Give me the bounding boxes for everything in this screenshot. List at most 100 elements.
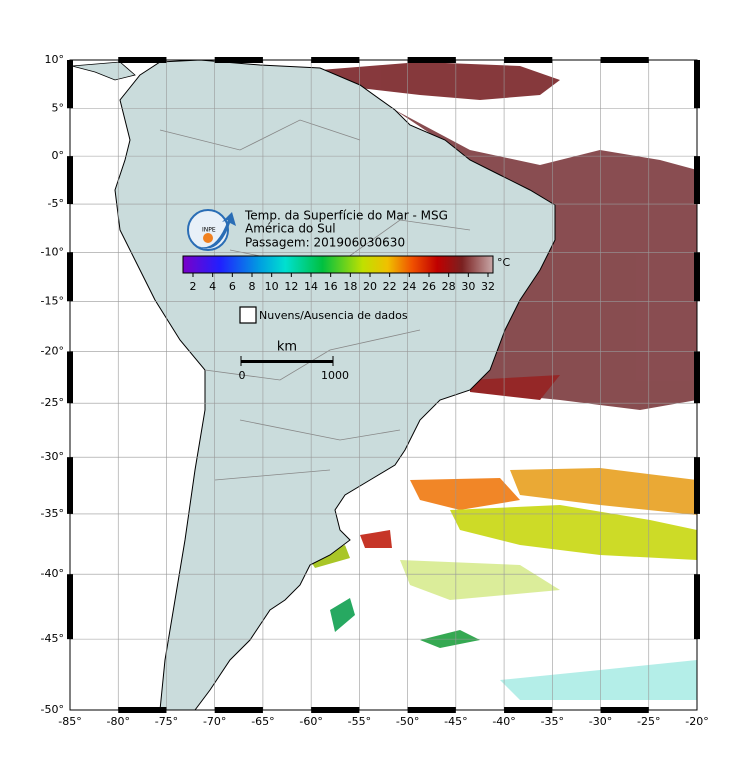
- lat-label: -15°: [41, 294, 64, 307]
- sst-patch: [410, 478, 520, 510]
- lat-label: -25°: [41, 396, 64, 409]
- colorbar-tick-label: 10: [265, 280, 279, 293]
- sst-patch: [395, 110, 697, 410]
- frame-segment: [311, 707, 360, 713]
- colorbar-tick-label: 24: [402, 280, 416, 293]
- lat-label: 5°: [52, 101, 65, 114]
- frame-segment: [504, 57, 553, 63]
- lon-label: -70°: [203, 715, 226, 728]
- frame-segment: [214, 57, 263, 63]
- colorbar-tick-label: 6: [229, 280, 236, 293]
- lat-label: 0°: [52, 149, 65, 162]
- colorbar-tick-label: 4: [209, 280, 216, 293]
- map-area: [70, 59, 697, 711]
- colorbar-tick-label: 32: [481, 280, 495, 293]
- sst-patch: [310, 545, 350, 568]
- lat-label: -40°: [41, 567, 64, 580]
- scale-label: 1000: [321, 369, 349, 382]
- frame-segment: [118, 707, 167, 713]
- sst-patch: [450, 505, 697, 560]
- frame-segment: [694, 60, 700, 109]
- frame-segment: [407, 57, 456, 63]
- sst-patch: [500, 660, 697, 700]
- colorbar-tick-label: 20: [363, 280, 377, 293]
- frame-segment: [504, 707, 553, 713]
- lat-label: -10°: [41, 245, 64, 258]
- logo-sun: [203, 233, 213, 243]
- sst-patch: [330, 598, 355, 632]
- colorbar-tick-label: 22: [383, 280, 397, 293]
- borders: [159, 119, 471, 481]
- frame-segment: [694, 252, 700, 302]
- lat-label: -45°: [41, 632, 64, 645]
- colorbar: [182, 255, 494, 274]
- lon-label: -75°: [155, 715, 178, 728]
- lon-label: -60°: [299, 715, 322, 728]
- lat-label: 10°: [45, 53, 65, 66]
- colorbar-tick-label: 28: [442, 280, 456, 293]
- frame-segment: [67, 156, 73, 205]
- frame-segment: [67, 60, 73, 109]
- lat-label: -5°: [48, 197, 64, 210]
- lon-label: -80°: [106, 715, 129, 728]
- title-line: Temp. da Superfície do Mar - MSG: [244, 209, 448, 223]
- sst-patch: [400, 560, 560, 600]
- lon-label: -30°: [589, 715, 612, 728]
- lon-label: -20°: [685, 715, 708, 728]
- colorbar-ticks: 2 4 6 8 10 12 14 16 18 20 22 24 26 28 30 32: [190, 273, 495, 293]
- colorbar-tick-label: 26: [422, 280, 436, 293]
- frame-segment: [694, 351, 700, 404]
- lat-label: -50°: [41, 703, 64, 716]
- frame-segment: [67, 351, 73, 404]
- colorbar-tick-label: 8: [249, 280, 256, 293]
- frame-segment: [118, 57, 167, 63]
- colorbar-tick-label: 12: [284, 280, 298, 293]
- scale-label: 0: [239, 369, 246, 382]
- sst-patch: [360, 530, 392, 548]
- colorbar-tick-label: 18: [343, 280, 357, 293]
- lon-label: -55°: [348, 715, 371, 728]
- lat-label: -20°: [41, 344, 64, 357]
- frame-segment: [67, 457, 73, 514]
- title-line: Passagem: 201906030630: [245, 236, 405, 250]
- colorbar-tick-label: 14: [304, 280, 318, 293]
- lon-label: -65°: [251, 715, 274, 728]
- frame-segment: [600, 57, 649, 63]
- frame-segment: [67, 574, 73, 640]
- scale-bar-body: [241, 360, 333, 363]
- lat-label: -35°: [41, 507, 64, 520]
- lon-label: -40°: [492, 715, 515, 728]
- scale-unit: km: [277, 340, 297, 355]
- lon-label: -25°: [637, 715, 660, 728]
- legend-swatch: [239, 306, 257, 324]
- colorbar-unit: °C: [497, 256, 511, 269]
- colorbar-tick-label: 2: [190, 280, 197, 293]
- frame-segments: [67, 57, 700, 713]
- frame-segment: [694, 574, 700, 640]
- legend-label: Nuvens/Ausencia de dados: [259, 309, 408, 322]
- frame-segment: [694, 156, 700, 205]
- lon-label: -45°: [444, 715, 467, 728]
- sst-patch: [470, 375, 560, 400]
- frame-segment: [214, 707, 263, 713]
- frame-segment: [600, 707, 649, 713]
- central-america: [71, 61, 136, 81]
- logo-arrow: [195, 212, 236, 249]
- lon-label: -35°: [541, 715, 564, 728]
- lon-label: -85°: [58, 715, 81, 728]
- title-line: América do Sul: [245, 222, 336, 236]
- frame-segment: [694, 457, 700, 514]
- colorbar-tick-label: 16: [324, 280, 338, 293]
- frame-segment: [311, 57, 360, 63]
- scale-bar: 0 1000: [239, 356, 349, 382]
- lon-label: -50°: [396, 715, 419, 728]
- frame-segment: [407, 707, 456, 713]
- logo-text: INPE: [202, 227, 216, 234]
- colorbar-tick-label: 30: [461, 280, 475, 293]
- lat-label: -30°: [41, 450, 64, 463]
- sst-patch: [320, 62, 560, 100]
- frame-segment: [67, 252, 73, 302]
- sst-patches: [310, 62, 697, 700]
- sst-patch: [510, 468, 697, 515]
